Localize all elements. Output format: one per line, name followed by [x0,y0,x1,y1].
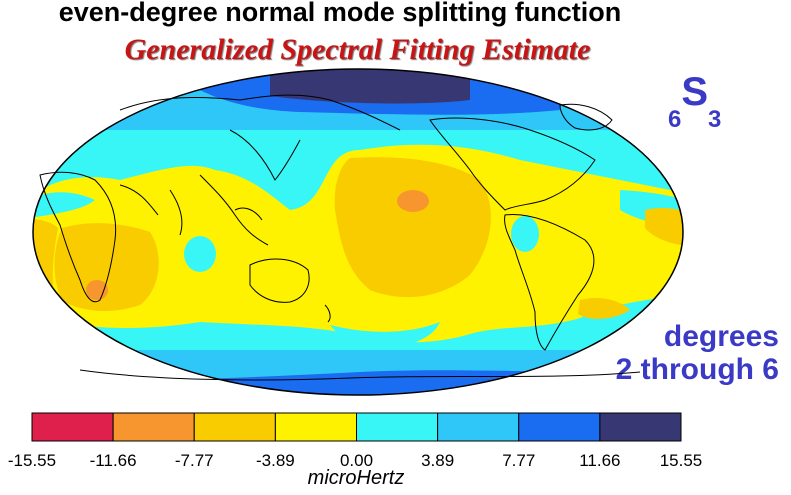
coast-australia [249,258,310,303]
colorbar-tick-label: -15.55 [7,451,57,470]
gold-pacific [334,157,491,298]
coast-antarctica [79,369,641,381]
gold-south-atlantic [578,298,630,319]
colorbar-swatch-1 [112,412,195,442]
coast-north-america [429,117,596,211]
colorbar-swatch-4 [356,412,439,442]
colorbar-swatch-6 [518,412,601,442]
page-subtitle: Generalized Spectral Fitting Estimate [124,33,591,66]
colorbar-swatch-3 [274,412,357,442]
cyan-south-america [511,216,539,252]
colorbar-tick-label: 15.55 [659,451,703,470]
coast-africa [39,171,117,303]
coast-new-zealand [324,304,331,323]
globe-outline [32,68,684,396]
cyan-south-pacific [330,322,440,350]
coast-southeast-asia [199,174,269,246]
colorbar-tick-label: 11.66 [579,451,621,470]
north-dark-cap [270,69,470,104]
colorbar-tick-label: 3.89 [421,451,455,470]
colorbar-swatch-2 [193,412,276,442]
coast-greenland [559,103,613,131]
colorbar-unit: microHertz [307,467,405,489]
colorbar-tick-label: -11.66 [89,451,137,470]
page-title: even-degree normal mode splitting functi… [58,0,622,27]
colorbar-swatch-5 [437,412,520,442]
cyan-indian-ocean [184,236,216,272]
splitting-function-field [33,69,683,395]
colorbar [31,412,682,442]
mode-angular-order: 3 [708,106,722,133]
colorbar-tick-label: -7.77 [174,451,214,470]
orange-spot-africa [86,280,108,300]
degrees-line-2: 2 through 6 [615,353,779,386]
degrees-label: degrees 2 through 6 [616,320,779,386]
colorbar-swatch-0 [31,412,114,442]
orange-spot-pacific [397,190,429,212]
coast-south-america [504,214,595,351]
colorbar-tick-label: -3.89 [256,451,295,470]
coast-india [119,184,183,236]
colorbar-swatch-7 [599,412,682,442]
mode-overtone-number: 6 [668,106,682,133]
mode-label: 6S3 [668,70,721,132]
gold-atlantic-africa [54,223,159,312]
degrees-line-1: degrees [663,320,779,353]
gold-east-edge [645,208,683,246]
colorbar-tick-label: 7.77 [502,451,536,470]
colorbar-tick-label: 0.00 [339,451,374,470]
mode-type-letter: S [681,70,709,114]
coast-east-asia [229,129,301,181]
